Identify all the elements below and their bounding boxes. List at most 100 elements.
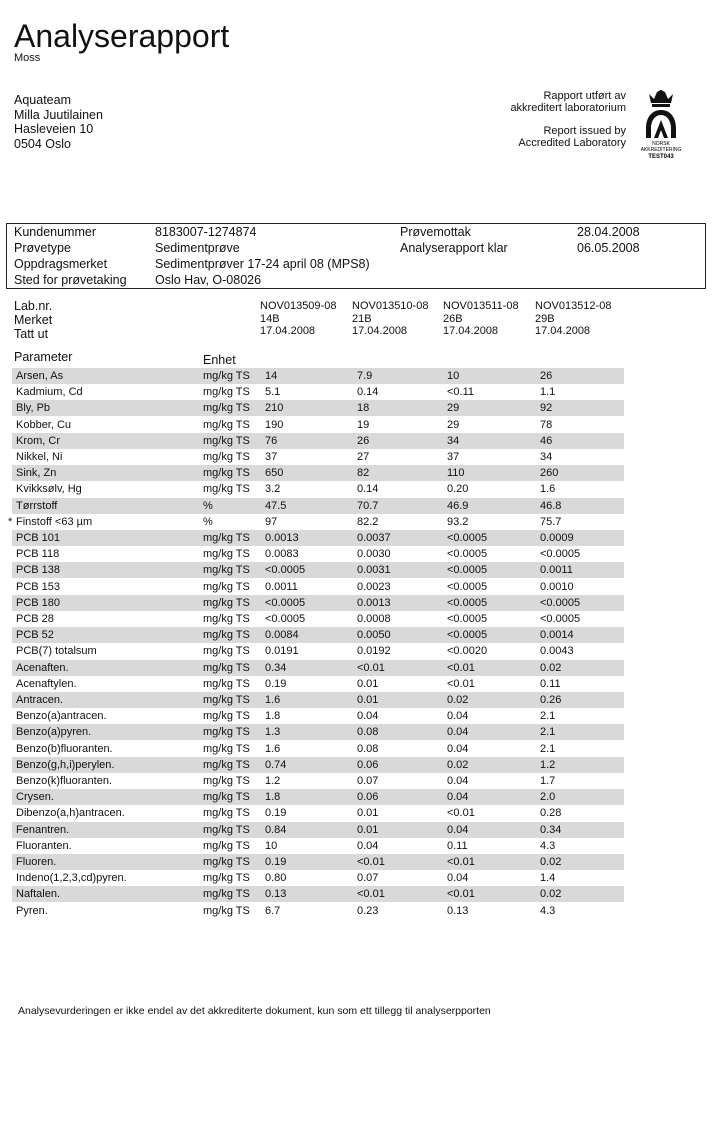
result-value: <0.01	[447, 856, 475, 868]
info-value: Sedimentprøve	[155, 241, 240, 255]
unit: mg/kg TS	[203, 807, 250, 820]
result-value: 0.0191	[265, 645, 299, 658]
parameter-name: PCB 180	[16, 596, 61, 609]
result-value: 4.3	[540, 839, 556, 852]
parameter-name: Naftalen.	[16, 888, 61, 901]
result-value: 0.0043	[540, 645, 574, 658]
column-header: Parameter	[14, 350, 73, 364]
result-value: 210	[265, 402, 284, 415]
unit: mg/kg TS	[203, 645, 250, 658]
parameter-name: Indeno(1,2,3,cd)pyren.	[16, 872, 127, 885]
sample-info: 26B	[443, 312, 463, 325]
info-label: Prøvemottak	[400, 225, 471, 239]
table-row: Acenaften. mg/kg TS 0.34 <0.01 <0.01 0.02	[12, 659, 624, 676]
result-value: 0.06	[357, 758, 379, 771]
result-value: 7.9	[357, 370, 373, 382]
result-value: 1.8	[265, 710, 281, 723]
result-value: 0.0011	[265, 580, 298, 593]
result-value: 82	[357, 467, 370, 480]
result-value: 10	[447, 370, 460, 382]
info-value: 28.04.2008	[577, 225, 640, 239]
table-row: Naftalen. mg/kg TS 0.13 <0.01 <0.01 0.02	[12, 886, 624, 903]
parameter-name: Pyren.	[16, 904, 48, 917]
unit: mg/kg TS	[203, 402, 250, 415]
logo-text: NORSK	[652, 141, 670, 147]
info-value: 8183007-1274874	[155, 225, 257, 239]
result-value: 0.0030	[357, 548, 391, 561]
result-value: 0.0037	[357, 532, 391, 544]
result-value: 0.0009	[540, 532, 574, 544]
table-row: Acenaftylen. mg/kg TS 0.19 0.01 <0.01 0.11	[12, 676, 624, 692]
result-value: <0.01	[447, 888, 475, 901]
info-label: Kundenummer	[14, 225, 96, 239]
parameter-name: Bly, Pb	[16, 402, 51, 415]
result-value: 1.7	[540, 775, 556, 787]
address-line: Aquateam	[14, 93, 71, 107]
parameter-name: PCB 28	[16, 613, 54, 625]
unit: mg/kg TS	[203, 434, 250, 447]
unit: mg/kg TS	[203, 532, 250, 544]
result-value: <0.0005	[540, 548, 581, 561]
result-value: 46	[540, 434, 553, 447]
result-value: <0.01	[447, 677, 475, 690]
parameter-name: Acenaften.	[16, 661, 69, 674]
subtitle: Moss	[14, 52, 41, 64]
result-value: 0.04	[357, 710, 379, 723]
result-value: 70.7	[357, 499, 379, 512]
result-value: 0.0084	[265, 629, 299, 642]
result-value: 34	[540, 451, 553, 463]
sample-label: Lab.nr.	[14, 299, 53, 313]
result-value: 0.20	[447, 483, 469, 496]
result-value: 18	[357, 402, 370, 415]
address-line: Hasleveien 10	[14, 122, 94, 136]
unit: mg/kg TS	[203, 791, 250, 804]
info-value: Oslo Hav, O-08026	[155, 273, 262, 287]
info-label: Sted for prøvetaking	[14, 273, 127, 287]
result-value: 93.2	[447, 515, 469, 528]
result-value: 82.2	[357, 515, 379, 528]
table-row: Nikkel, Ni mg/kg TS 37 27 37 34	[12, 449, 624, 465]
table-row: Benzo(a)antracen. mg/kg TS 1.8 0.04 0.04 2.1	[12, 708, 624, 724]
unit: mg/kg TS	[203, 483, 250, 496]
result-value: 1.6	[265, 742, 281, 755]
result-value: 0.01	[357, 677, 379, 690]
result-value: 0.0031	[357, 564, 391, 577]
result-value: <0.0005	[447, 629, 488, 642]
unit: mg/kg TS	[203, 596, 250, 609]
row-flag: *	[8, 515, 13, 528]
parameter-name: Fenantren.	[16, 823, 70, 836]
result-value: 0.0050	[357, 629, 391, 642]
result-value: 47.5	[265, 499, 287, 512]
parameter-name: Fluoranten.	[16, 839, 72, 852]
parameter-name: Benzo(k)fluoranten.	[16, 775, 112, 787]
parameter-name: PCB 52	[16, 629, 54, 642]
unit: mg/kg TS	[203, 904, 250, 917]
result-value: <0.01	[447, 661, 475, 674]
parameter-name: PCB 153	[16, 580, 61, 593]
accreditation-text: Accredited Laboratory	[518, 137, 626, 149]
sample-info: NOV013512-08	[535, 300, 612, 312]
sample-info: 14B	[260, 312, 280, 325]
result-value: 0.06	[357, 791, 379, 804]
result-value: 1.2	[540, 758, 556, 771]
result-value: 1.4	[540, 872, 556, 885]
accreditation-logo: NORSK AKKREDITERING TEST043	[641, 90, 682, 160]
title: Analyserapport	[14, 18, 230, 54]
result-value: 37	[265, 451, 278, 463]
result-value: 75.7	[540, 515, 562, 528]
parameter-name: PCB 101	[16, 532, 61, 544]
result-value: 0.02	[540, 856, 562, 868]
result-value: 0.02	[447, 694, 469, 706]
unit: mg/kg TS	[203, 694, 250, 706]
sample-info: 17.04.2008	[260, 325, 316, 337]
unit: mg/kg TS	[203, 823, 250, 836]
unit: mg/kg TS	[203, 839, 250, 852]
table-row: Crysen. mg/kg TS 1.8 0.06 0.04 2.0	[12, 789, 624, 806]
parameter-name: Finstoff <63 µm	[16, 515, 93, 528]
table-row: PCB 180 mg/kg TS <0.0005 0.0013 <0.0005 <0.00…	[12, 594, 624, 611]
parameter-name: Tørrstoff	[16, 499, 58, 512]
result-value: 0.04	[447, 742, 469, 755]
unit: mg/kg TS	[203, 758, 250, 771]
result-value: 0.0023	[357, 580, 391, 593]
